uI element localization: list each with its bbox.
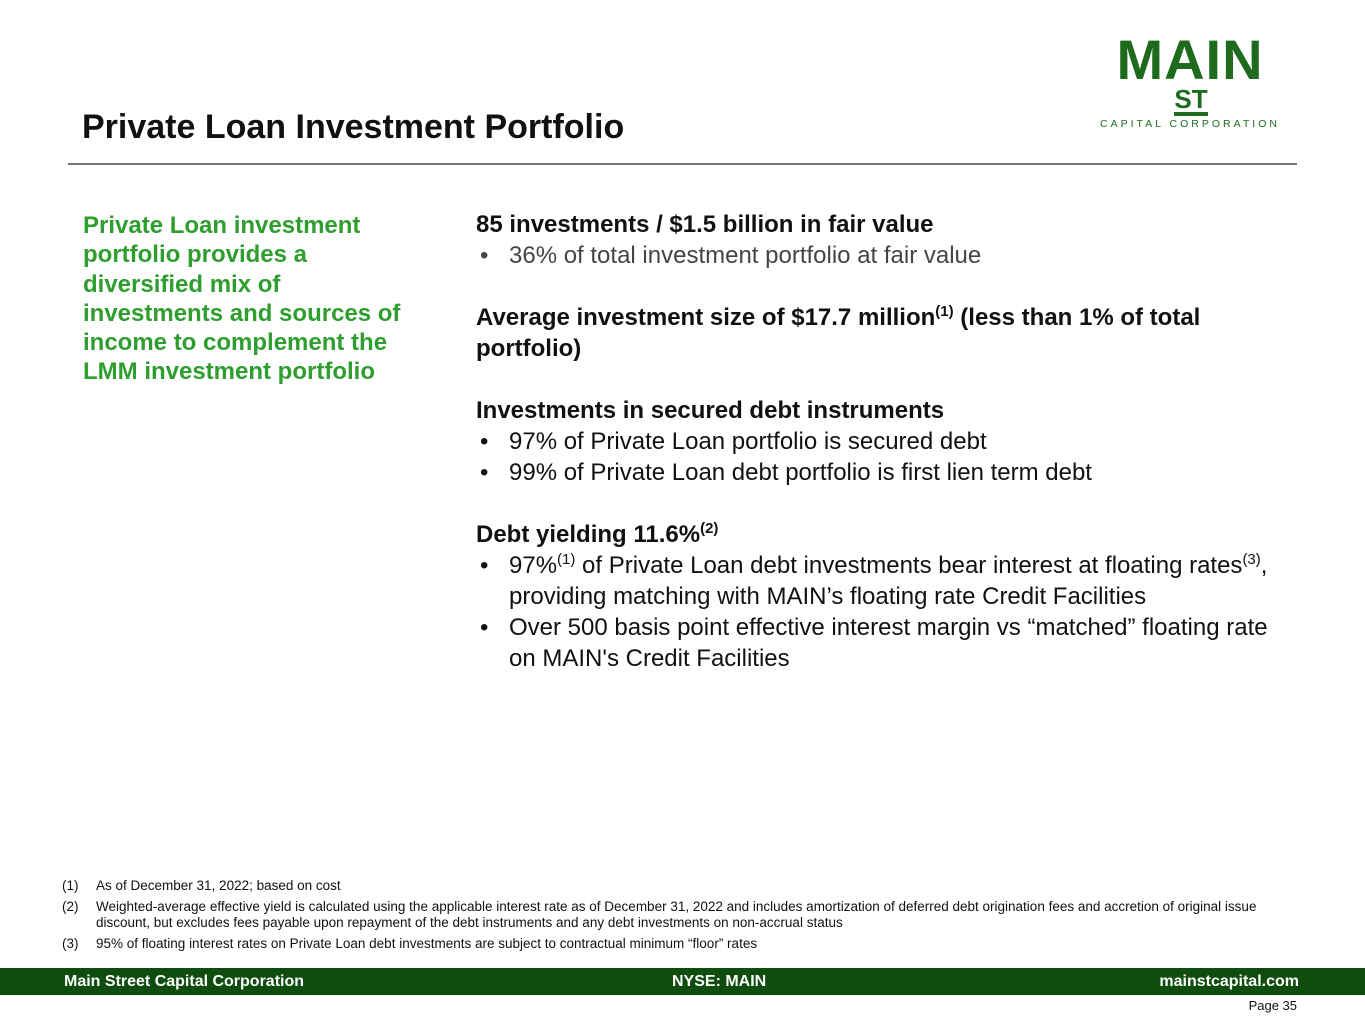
footer-bar: Main Street Capital Corporation NYSE: MA… [0,968,1365,995]
bullet: 97%(1) of Private Loan debt investments … [476,550,1296,612]
logo-subtitle: CAPITAL CORPORATION [1100,118,1280,130]
bullet: Over 500 basis point effective interest … [476,612,1296,674]
bullet-text: 97% [509,552,558,579]
bullet: 97% of Private Loan portfolio is secured… [476,426,1296,457]
footnote-ref: (2) [700,520,719,537]
left-summary: Private Loan investment portfolio provid… [83,212,401,386]
title-divider [68,163,1297,165]
section-heading: Investments in secured debt instruments [476,397,945,424]
footnotes: (1) As of December 31, 2022; based on cos… [62,878,1262,957]
bullet-text: of Private Loan debt investments bear in… [575,552,1243,579]
heading-text: Average investment size of $17.7 million [476,304,936,331]
page-title: Private Loan Investment Portfolio [82,108,625,146]
heading-text: (less than 1% of total portfolio) [476,304,1201,362]
main-content: 85 investments / $1.5 billion in fair va… [476,209,1296,674]
footer-website: mainstcapital.com [1159,973,1299,990]
logo-main: MAIN [1116,28,1264,91]
section-heading: 85 investments / $1.5 billion in fair va… [476,211,934,238]
bullet-text: , providing matching with MAIN’s floatin… [509,552,1268,610]
section-heading: Debt yielding 11.6%(2) [476,519,1296,550]
footer-ticker: NYSE: MAIN [672,973,767,990]
footnote: (2) Weighted-average effective yield is c… [62,899,1257,930]
section-heading: Average investment size of $17.7 million… [476,302,1296,364]
page-number: Page 35 [1248,998,1297,1013]
footnote: (1) As of December 31, 2022; based on cos… [62,878,341,893]
bullet: 99% of Private Loan debt portfolio is fi… [476,457,1296,488]
footer-company: Main Street Capital Corporation [64,973,305,990]
logo-st: ST [1174,84,1208,116]
footnote: (3) 95% of floating interest rates on Pri… [62,936,758,951]
footnote-ref: (3) [1242,551,1261,568]
main-street-logo: MAINST CAPITAL CORPORATION [1100,28,1280,131]
heading-text: Debt yielding 11.6% [476,521,701,548]
footnote-ref: (1) [935,303,954,320]
footnote-ref: (1) [557,551,576,568]
bullet: 36% of total investment portfolio at fai… [476,240,1296,271]
